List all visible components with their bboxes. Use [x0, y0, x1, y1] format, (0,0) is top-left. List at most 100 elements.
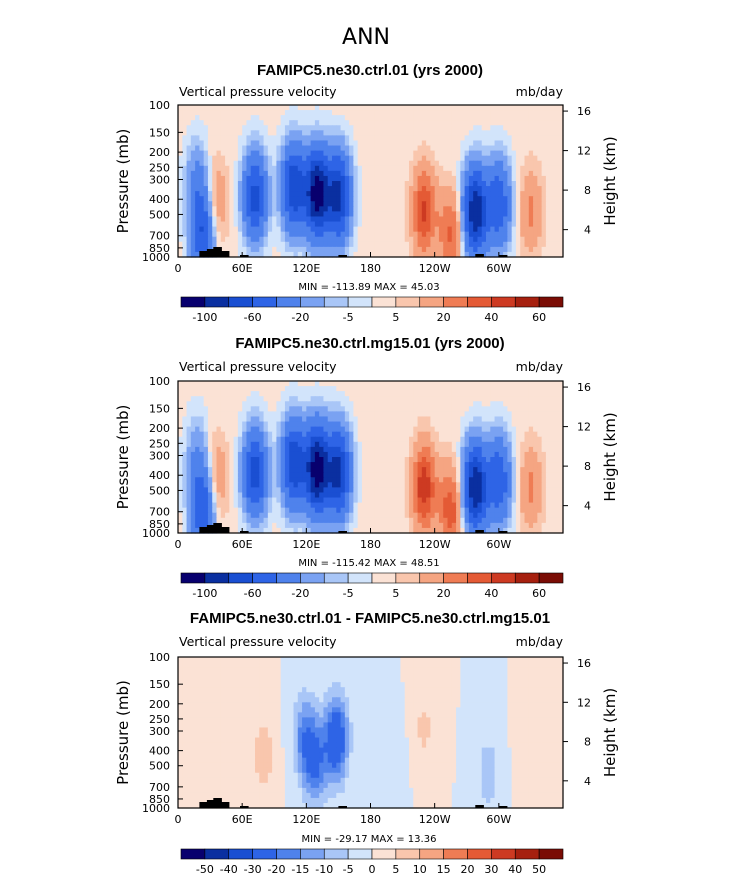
field-cell: [289, 472, 295, 478]
field-cell: [229, 120, 235, 126]
field-cell: [456, 226, 461, 233]
field-cell: [490, 231, 496, 238]
field-cell: [353, 416, 359, 423]
field-cell: [323, 391, 329, 397]
field-cell: [306, 145, 312, 152]
field-cell: [195, 105, 200, 111]
field-cell: [400, 441, 406, 448]
field-cell: [468, 386, 474, 392]
field-cell: [195, 467, 200, 473]
field-cell: [195, 431, 200, 438]
field-cell: [237, 462, 243, 468]
field-cell: [464, 130, 470, 136]
field-cell: [400, 231, 406, 238]
field-cell: [284, 155, 290, 162]
field-cell: [182, 191, 188, 197]
field-cell: [212, 196, 218, 202]
field-cell: [332, 105, 337, 111]
field-cell: [511, 497, 517, 504]
field-cell: [550, 231, 556, 238]
field-cell: [481, 236, 487, 243]
field-cell: [259, 441, 265, 448]
colorbar-box: [228, 296, 253, 308]
field-cell: [319, 175, 325, 182]
field-cell: [182, 165, 188, 172]
field-cell: [537, 451, 543, 458]
field-cell: [404, 492, 410, 499]
field-cell: [486, 246, 491, 253]
field-cell: [195, 497, 200, 504]
field-cell: [473, 431, 479, 438]
field-cell: [332, 125, 337, 131]
field-cell: [344, 150, 350, 157]
field-cell: [550, 216, 556, 223]
field-cell: [229, 416, 235, 423]
field-cell: [319, 497, 325, 504]
field-cell: [259, 446, 265, 453]
field-cell: [349, 231, 354, 238]
field-cell: [323, 231, 329, 238]
field-cell: [220, 401, 226, 407]
field-cell: [533, 110, 538, 116]
field-cell: [276, 482, 282, 488]
field-cell: [498, 431, 504, 438]
field-cell: [293, 150, 299, 157]
field-cell: [486, 201, 491, 207]
field-cell: [314, 170, 320, 177]
colorbar-label: -100: [192, 311, 217, 324]
field-cell: [323, 246, 329, 253]
field-cell: [554, 135, 560, 142]
field-cell: [481, 120, 487, 126]
field-cell: [370, 145, 376, 152]
field-cell: [383, 140, 389, 147]
field-cell: [212, 201, 218, 207]
field-cell: [528, 421, 534, 428]
field-cell: [537, 221, 543, 228]
field-cell: [332, 396, 337, 402]
field-cell: [349, 431, 354, 438]
field-cell: [515, 381, 521, 387]
field-cell: [421, 175, 427, 182]
field-cell: [391, 236, 397, 243]
field-cell: [302, 381, 307, 387]
field-cell: [426, 110, 431, 116]
field-cell: [207, 221, 213, 228]
field-cell: [558, 130, 564, 136]
field-cell: [297, 236, 303, 243]
field-cell: [554, 150, 560, 157]
field-cell: [511, 406, 517, 412]
field-cell: [319, 211, 325, 218]
field-cell: [533, 411, 538, 418]
field-cell: [332, 391, 337, 397]
field-cell: [259, 391, 265, 397]
field-cell: [336, 115, 342, 121]
field-cell: [494, 396, 500, 402]
field-cell: [486, 406, 491, 412]
field-cell: [507, 120, 513, 126]
field-cell: [396, 125, 402, 131]
field-cell: [438, 467, 444, 473]
field-cell: [216, 441, 222, 448]
field-cell: [417, 251, 423, 258]
field-cell: [481, 441, 487, 448]
field-cell: [550, 467, 556, 473]
field-cell: [524, 477, 530, 483]
field-cell: [396, 472, 402, 478]
field-cell: [541, 150, 547, 157]
field-cell: [199, 201, 205, 207]
field-cell: [323, 462, 329, 468]
field-cell: [494, 497, 500, 504]
field-cell: [391, 482, 397, 488]
field-cell: [306, 241, 312, 248]
field-cell: [515, 201, 521, 207]
field-cell: [272, 165, 277, 172]
field-cell: [246, 426, 252, 433]
field-cell: [225, 181, 230, 187]
field-cell: [421, 386, 427, 392]
field-cell: [178, 186, 183, 192]
field-cell: [404, 201, 410, 207]
field-cell: [434, 135, 440, 142]
field-cell: [421, 221, 427, 228]
field-cell: [242, 150, 248, 157]
field-cell: [554, 462, 560, 468]
